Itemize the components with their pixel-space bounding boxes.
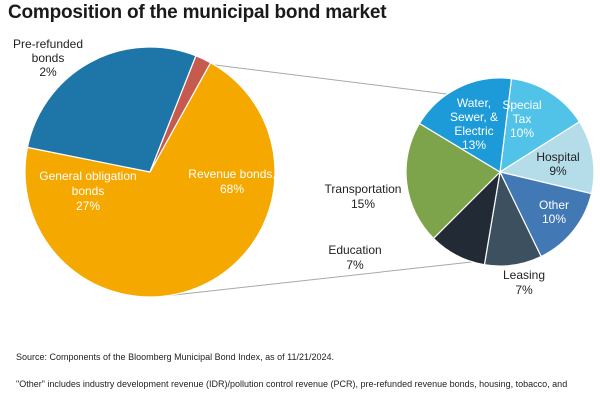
label-special-tax: Special Tax 10% [502,98,541,140]
label-education: Education 7% [328,243,381,272]
detail-slice-water [418,77,513,173]
label-leasing: Leasing 7% [503,268,545,297]
main-slice-revenue [24,61,276,298]
main-slice-pre-refunded [149,54,212,173]
label-other: Other 10% [539,198,569,226]
label-revenue-bonds: Revenue bonds, 68% [188,167,275,196]
detail-slice-other [498,171,593,258]
detail-slice-special-tax [499,78,581,174]
slice-labels: Revenue bonds, 68% General obligation bonds… [13,37,580,297]
source-note: Source: Components of the Bloomberg Muni… [16,352,335,362]
connector-top [214,64,448,95]
label-pre-refunded: Pre-refunded bonds 2% [13,37,83,79]
label-hospital: Hospital 9% [536,150,579,178]
main-slice-general-obligation [26,46,197,173]
page-title: Composition of the municipal bond market [8,2,387,23]
detail-slice-hospital [498,120,595,195]
label-general-obligation: General obligation bonds 27% [39,169,136,213]
connector-bottom [167,261,473,297]
revenue-breakdown-pie [405,77,595,267]
main-pie [24,46,276,298]
label-water-sewer-electric: Water, Sewer, & Electric 13% [450,96,498,152]
label-transportation: Transportation 15% [325,182,402,211]
detail-slice-transportation [405,122,501,240]
footnote: "Other" includes industry development re… [16,379,568,389]
connector-lines [167,64,473,297]
